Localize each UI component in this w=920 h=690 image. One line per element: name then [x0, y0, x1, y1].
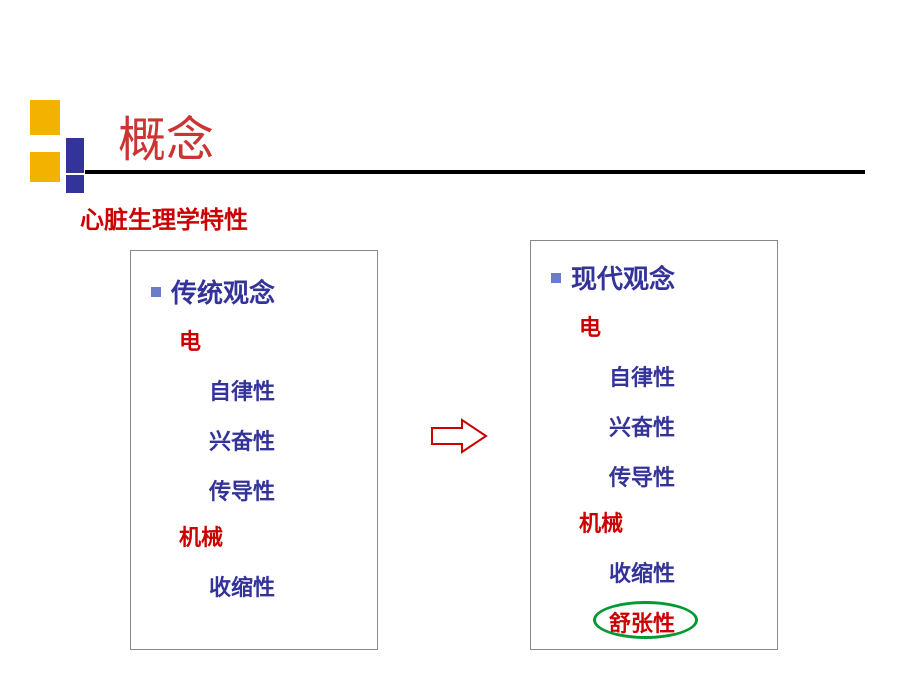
arrow-icon [430, 418, 490, 454]
heading-traditional: 传统观念 [171, 273, 275, 310]
left-item-2: 兴奋性 [209, 424, 377, 456]
header-line [85, 170, 865, 174]
left-item-4: 收缩性 [209, 570, 377, 602]
decor-blue-mid [66, 138, 84, 173]
heading-modern: 现代观念 [571, 259, 675, 296]
decor-yellow-top [30, 100, 60, 135]
box-modern: 现代观念 电 自律性 兴奋性 传导性 机械 收缩性 舒张性 [530, 240, 778, 650]
decor-yellow-bottom [30, 152, 60, 182]
decor-blue-bottom [66, 175, 84, 193]
bullet-traditional: 传统观念 [151, 273, 377, 310]
slide-subtitle: 心脏生理学特性 [80, 200, 248, 235]
right-item-4: 收缩性 [609, 556, 777, 588]
bullet-modern: 现代观念 [551, 259, 777, 296]
left-item-3: 传导性 [209, 474, 377, 506]
right-item-2: 兴奋性 [609, 410, 777, 442]
left-item-1: 自律性 [209, 374, 377, 406]
right-item-3: 传导性 [609, 460, 777, 492]
right-item-highlight: 舒张性 [609, 606, 675, 638]
right-cat-electric: 电 [579, 310, 777, 342]
bullet-square-icon [151, 287, 161, 297]
left-cat-electric: 电 [179, 324, 377, 356]
box-traditional: 传统观念 电 自律性 兴奋性 传导性 机械 收缩性 [130, 250, 378, 650]
slide-title: 概念 [118, 100, 214, 170]
highlight-ellipse [593, 601, 698, 639]
left-cat-mechanical: 机械 [179, 520, 377, 552]
right-item-1: 自律性 [609, 360, 777, 392]
right-cat-mechanical: 机械 [579, 506, 777, 538]
bullet-square-icon [551, 273, 561, 283]
